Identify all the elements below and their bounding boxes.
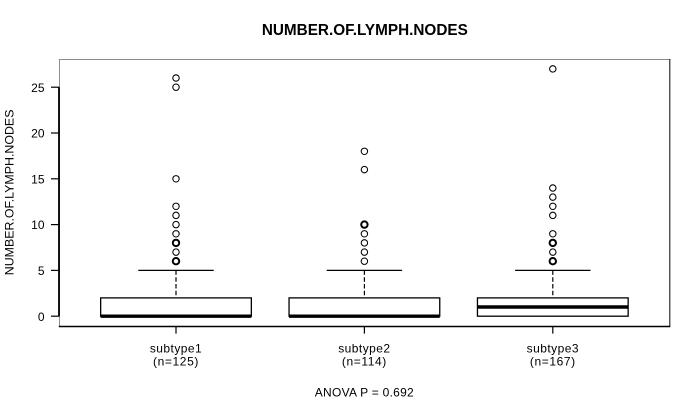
svg-text:0: 0 <box>38 310 45 324</box>
svg-text:(n=114): (n=114) <box>342 355 387 369</box>
svg-text:subtype1: subtype1 <box>150 341 202 355</box>
svg-text:ANOVA P = 0.692: ANOVA P = 0.692 <box>315 385 414 399</box>
svg-text:(n=125): (n=125) <box>153 355 199 369</box>
svg-text:NUMBER.OF.LYMPH.NODES: NUMBER.OF.LYMPH.NODES <box>2 110 16 276</box>
svg-text:5: 5 <box>38 264 45 278</box>
svg-text:subtype3: subtype3 <box>527 341 579 355</box>
svg-text:10: 10 <box>31 218 45 232</box>
svg-text:(n=167): (n=167) <box>530 355 576 369</box>
svg-text:25: 25 <box>31 81 45 95</box>
svg-text:15: 15 <box>31 172 45 186</box>
svg-text:NUMBER.OF.LYMPH.NODES: NUMBER.OF.LYMPH.NODES <box>262 22 468 39</box>
svg-text:subtype2: subtype2 <box>338 341 390 355</box>
svg-text:20: 20 <box>31 127 45 141</box>
